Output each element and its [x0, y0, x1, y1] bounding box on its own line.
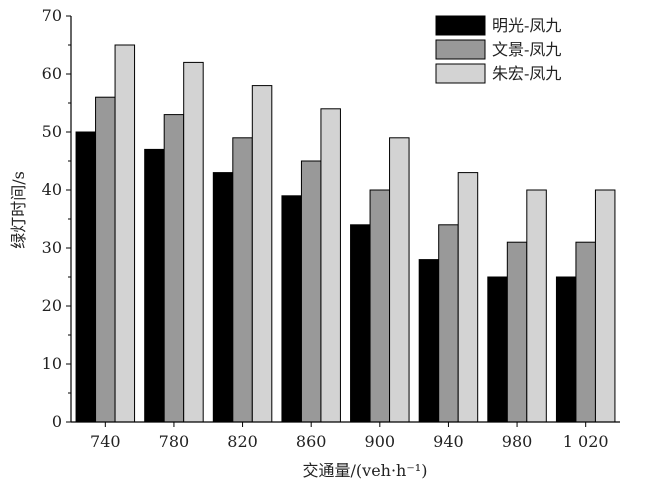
bar	[526, 189, 547, 423]
bar	[575, 241, 596, 423]
y-tick-label: 20	[42, 296, 62, 315]
bar	[183, 61, 204, 423]
x-tick-label: 860	[296, 432, 327, 451]
bar	[487, 276, 508, 423]
bars-layer	[75, 44, 616, 423]
y-tick-label: 40	[42, 180, 62, 199]
x-tick-label: 1 020	[563, 432, 609, 451]
bar	[506, 241, 528, 423]
legend-swatch	[435, 63, 486, 84]
y-tick-label: 60	[42, 64, 62, 83]
bar	[594, 189, 616, 423]
bar	[163, 114, 185, 423]
legend-label: 文景-凤九	[492, 40, 561, 59]
legend-label: 朱宏-凤九	[492, 64, 561, 83]
x-tick-label: 820	[227, 432, 258, 451]
bar	[369, 189, 391, 423]
x-tick-label: 740	[90, 432, 121, 451]
bar	[438, 224, 459, 423]
bar	[75, 131, 97, 423]
y-tick-label: 30	[42, 238, 62, 257]
y-tick-label: 0	[52, 412, 62, 431]
y-tick-label: 70	[42, 6, 62, 25]
legend-swatch	[435, 39, 486, 60]
bar	[300, 160, 322, 423]
bar	[320, 108, 341, 423]
bar	[457, 172, 479, 423]
bar	[389, 137, 410, 423]
y-axis-title: 绿灯时间/s	[9, 171, 28, 249]
bar	[555, 276, 577, 423]
y-tick-label: 50	[42, 122, 62, 141]
bar	[144, 148, 165, 423]
bar	[114, 44, 136, 423]
legend-swatch	[435, 15, 486, 36]
bar	[212, 172, 234, 423]
x-tick-label: 780	[159, 432, 190, 451]
axes-layer: 0 10 20 30 40 50 60 70 740 780 820 860 900 940 980 1 02…	[42, 6, 620, 451]
x-axis-title: 交通量/(veh·h⁻¹)	[303, 461, 428, 480]
bar	[281, 195, 302, 423]
bar	[251, 85, 273, 423]
x-tick-label: 900	[365, 432, 396, 451]
legend-label: 明光-凤九	[492, 16, 561, 35]
bar	[418, 259, 440, 423]
bar	[350, 224, 371, 423]
bar	[232, 137, 253, 423]
y-tick-label: 10	[42, 354, 62, 373]
x-tick-label: 980	[502, 432, 533, 451]
bar	[95, 96, 116, 423]
x-tick-label: 940	[433, 432, 464, 451]
